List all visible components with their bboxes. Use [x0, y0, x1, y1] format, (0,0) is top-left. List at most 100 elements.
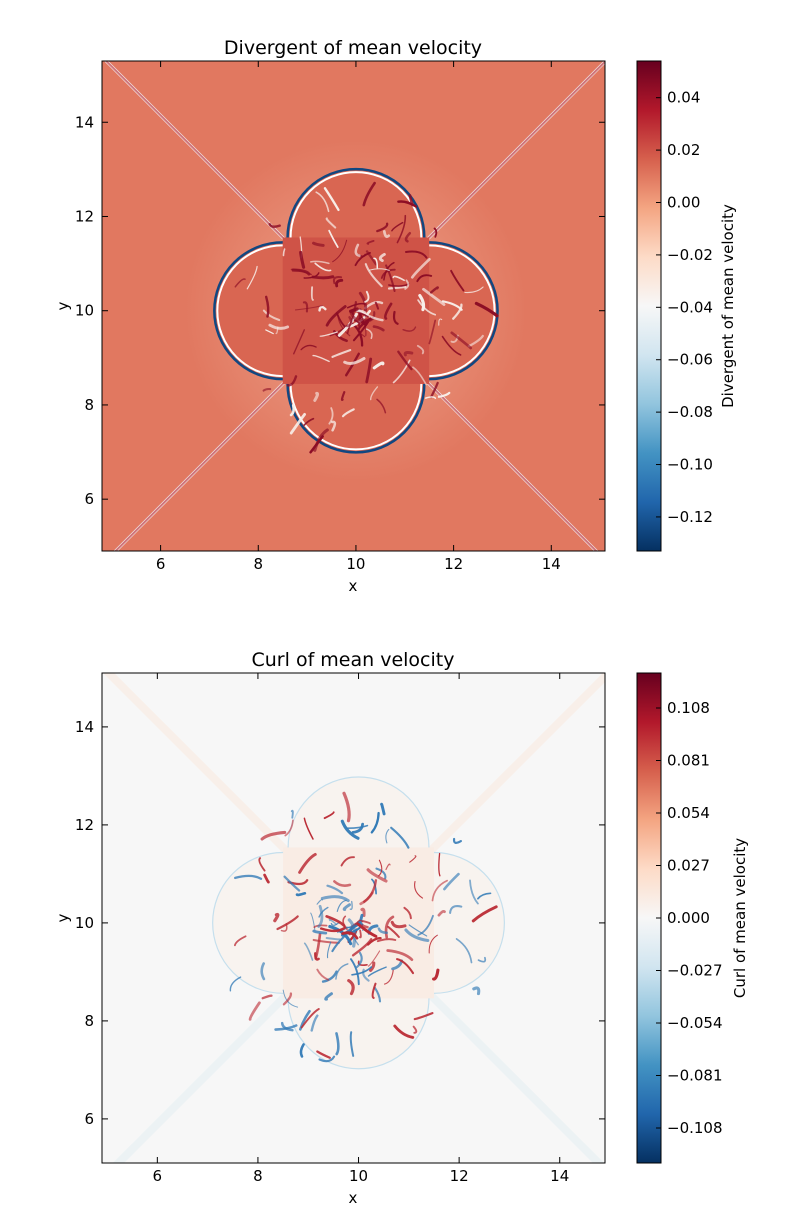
- vortex-filament: [311, 275, 335, 280]
- vortex-filament: [375, 867, 387, 880]
- vortex-filament: [341, 931, 359, 940]
- vortex-filament: [340, 819, 360, 840]
- vortex-filament: [354, 243, 361, 257]
- vortex-filament: [413, 1012, 434, 1021]
- vortex-filament: [326, 941, 332, 959]
- vortex-filament: [382, 230, 391, 238]
- vortex-filament: [464, 286, 484, 294]
- vortex-filament: [358, 291, 368, 313]
- vortex-filament: [472, 986, 481, 996]
- vortex-filament: [372, 325, 385, 332]
- vortex-filament: [412, 1025, 418, 1034]
- vortex-filament: [234, 278, 246, 288]
- vortex-filament: [300, 344, 317, 351]
- vortex-filament: [438, 318, 443, 326]
- vortex-filament: [291, 268, 311, 276]
- x-tick-label: 6: [153, 1167, 163, 1185]
- vortex-filament: [367, 966, 387, 977]
- divergence-panel: Divergent of mean velocity 6 8 10 12 14 6 8 10 1…: [54, 37, 737, 595]
- vortex-filament: [452, 303, 463, 320]
- vortex-filament: [380, 802, 386, 816]
- vortex-filament: [376, 222, 389, 233]
- x-tick-label: 12: [450, 1167, 469, 1185]
- vortex-filament: [325, 915, 346, 927]
- vortex-filament: [312, 929, 328, 935]
- y-tick-label: 12: [75, 207, 94, 225]
- vortex-filament: [346, 315, 354, 334]
- vortex-filament: [357, 317, 372, 330]
- colorbar-tick-label: 0.00: [667, 193, 700, 211]
- vortex-filament: [316, 1050, 331, 1059]
- vortex-filament: [416, 344, 425, 355]
- vortex-filament: [262, 309, 281, 322]
- vortex-filament: [390, 920, 407, 929]
- vortex-filament: [316, 968, 330, 981]
- x-tick-label: 8: [253, 555, 263, 573]
- vortex-filament: [364, 263, 383, 288]
- vortex-filament: [335, 963, 349, 980]
- vortex-filament: [313, 428, 329, 452]
- curl-panel: Curl of mean velocity 6 8 10 12 14 6 8 10 12 14 x…: [54, 649, 749, 1207]
- vortex-filament: [331, 349, 352, 358]
- vortex-filament: [387, 925, 400, 938]
- vortex-filament: [262, 387, 272, 392]
- colorbar-tick-label: −0.02: [667, 246, 713, 264]
- vortex-filament: [383, 302, 393, 320]
- vortex-filament: [408, 194, 414, 207]
- vortex-filament: [314, 952, 320, 961]
- vortex-filament: [392, 310, 399, 325]
- vortex-filament: [359, 929, 362, 939]
- vortex-filament: [293, 329, 305, 355]
- vortex-filament: [229, 976, 242, 992]
- vortex-filament: [260, 962, 266, 981]
- vortex-filament: [330, 420, 337, 432]
- vortex-filament: [234, 874, 263, 880]
- vortex-filament: [369, 961, 376, 972]
- vortex-filament: [299, 1009, 311, 1031]
- vortex-filament: [417, 299, 437, 316]
- vortex-filament: [397, 200, 418, 208]
- vortex-filament: [263, 873, 270, 884]
- vortex-filament: [429, 286, 439, 294]
- vortex-filament: [284, 819, 294, 837]
- vortex-filament: [437, 391, 451, 398]
- y-axis-label: y: [54, 301, 72, 310]
- vortex-filament: [378, 252, 386, 263]
- vortex-filament: [258, 857, 266, 872]
- colorbar-tick-label: 0.081: [667, 752, 710, 770]
- colorbar-label: Curl of mean velocity: [731, 838, 749, 998]
- vortex-filament: [429, 381, 439, 399]
- colorbar-tick-label: −0.108: [667, 1119, 723, 1137]
- vortex-filament: [362, 968, 370, 982]
- vortex-filament: [320, 895, 350, 903]
- vortex-filament: [450, 331, 473, 350]
- vortex-filament: [391, 221, 404, 232]
- vortex-filament: [377, 859, 383, 877]
- vortex-filament: [363, 879, 378, 903]
- vortex-filament: [351, 822, 364, 834]
- vortex-filament: [383, 261, 395, 281]
- vortex-filament: [390, 826, 410, 849]
- vortex-filament: [365, 328, 373, 340]
- vortex-filament: [342, 915, 348, 930]
- vortex-filament: [373, 986, 382, 1003]
- vortex-filament: [356, 309, 367, 315]
- colorbar-ticks: 0.04 0.02 0.00 −0.02 −0.04 −0.06 −0.08 −0.10 −0.…: [656, 89, 713, 526]
- vortex-filament: [368, 268, 390, 271]
- vortex-filament: [477, 892, 492, 900]
- vortex-filament: [335, 1032, 340, 1056]
- vortex-filament: [385, 863, 391, 871]
- vortex-filament: [467, 334, 484, 348]
- y-tick-label: 6: [84, 490, 94, 508]
- colorbar-ticks: 0.108 0.081 0.054 0.027 0.000 −0.027 −0.054 −0.…: [656, 699, 723, 1137]
- vortex-filament: [332, 275, 343, 285]
- vortex-filament: [428, 319, 437, 345]
- vortex-filament: [441, 300, 463, 311]
- vortex-filament: [349, 900, 353, 911]
- vortex-filament: [342, 903, 351, 911]
- vortex-filament: [417, 914, 434, 936]
- vortex-filament: [349, 1031, 355, 1057]
- vortex-filament: [403, 906, 412, 920]
- vortex-filament: [325, 936, 341, 941]
- y-tick-label: 14: [75, 113, 94, 131]
